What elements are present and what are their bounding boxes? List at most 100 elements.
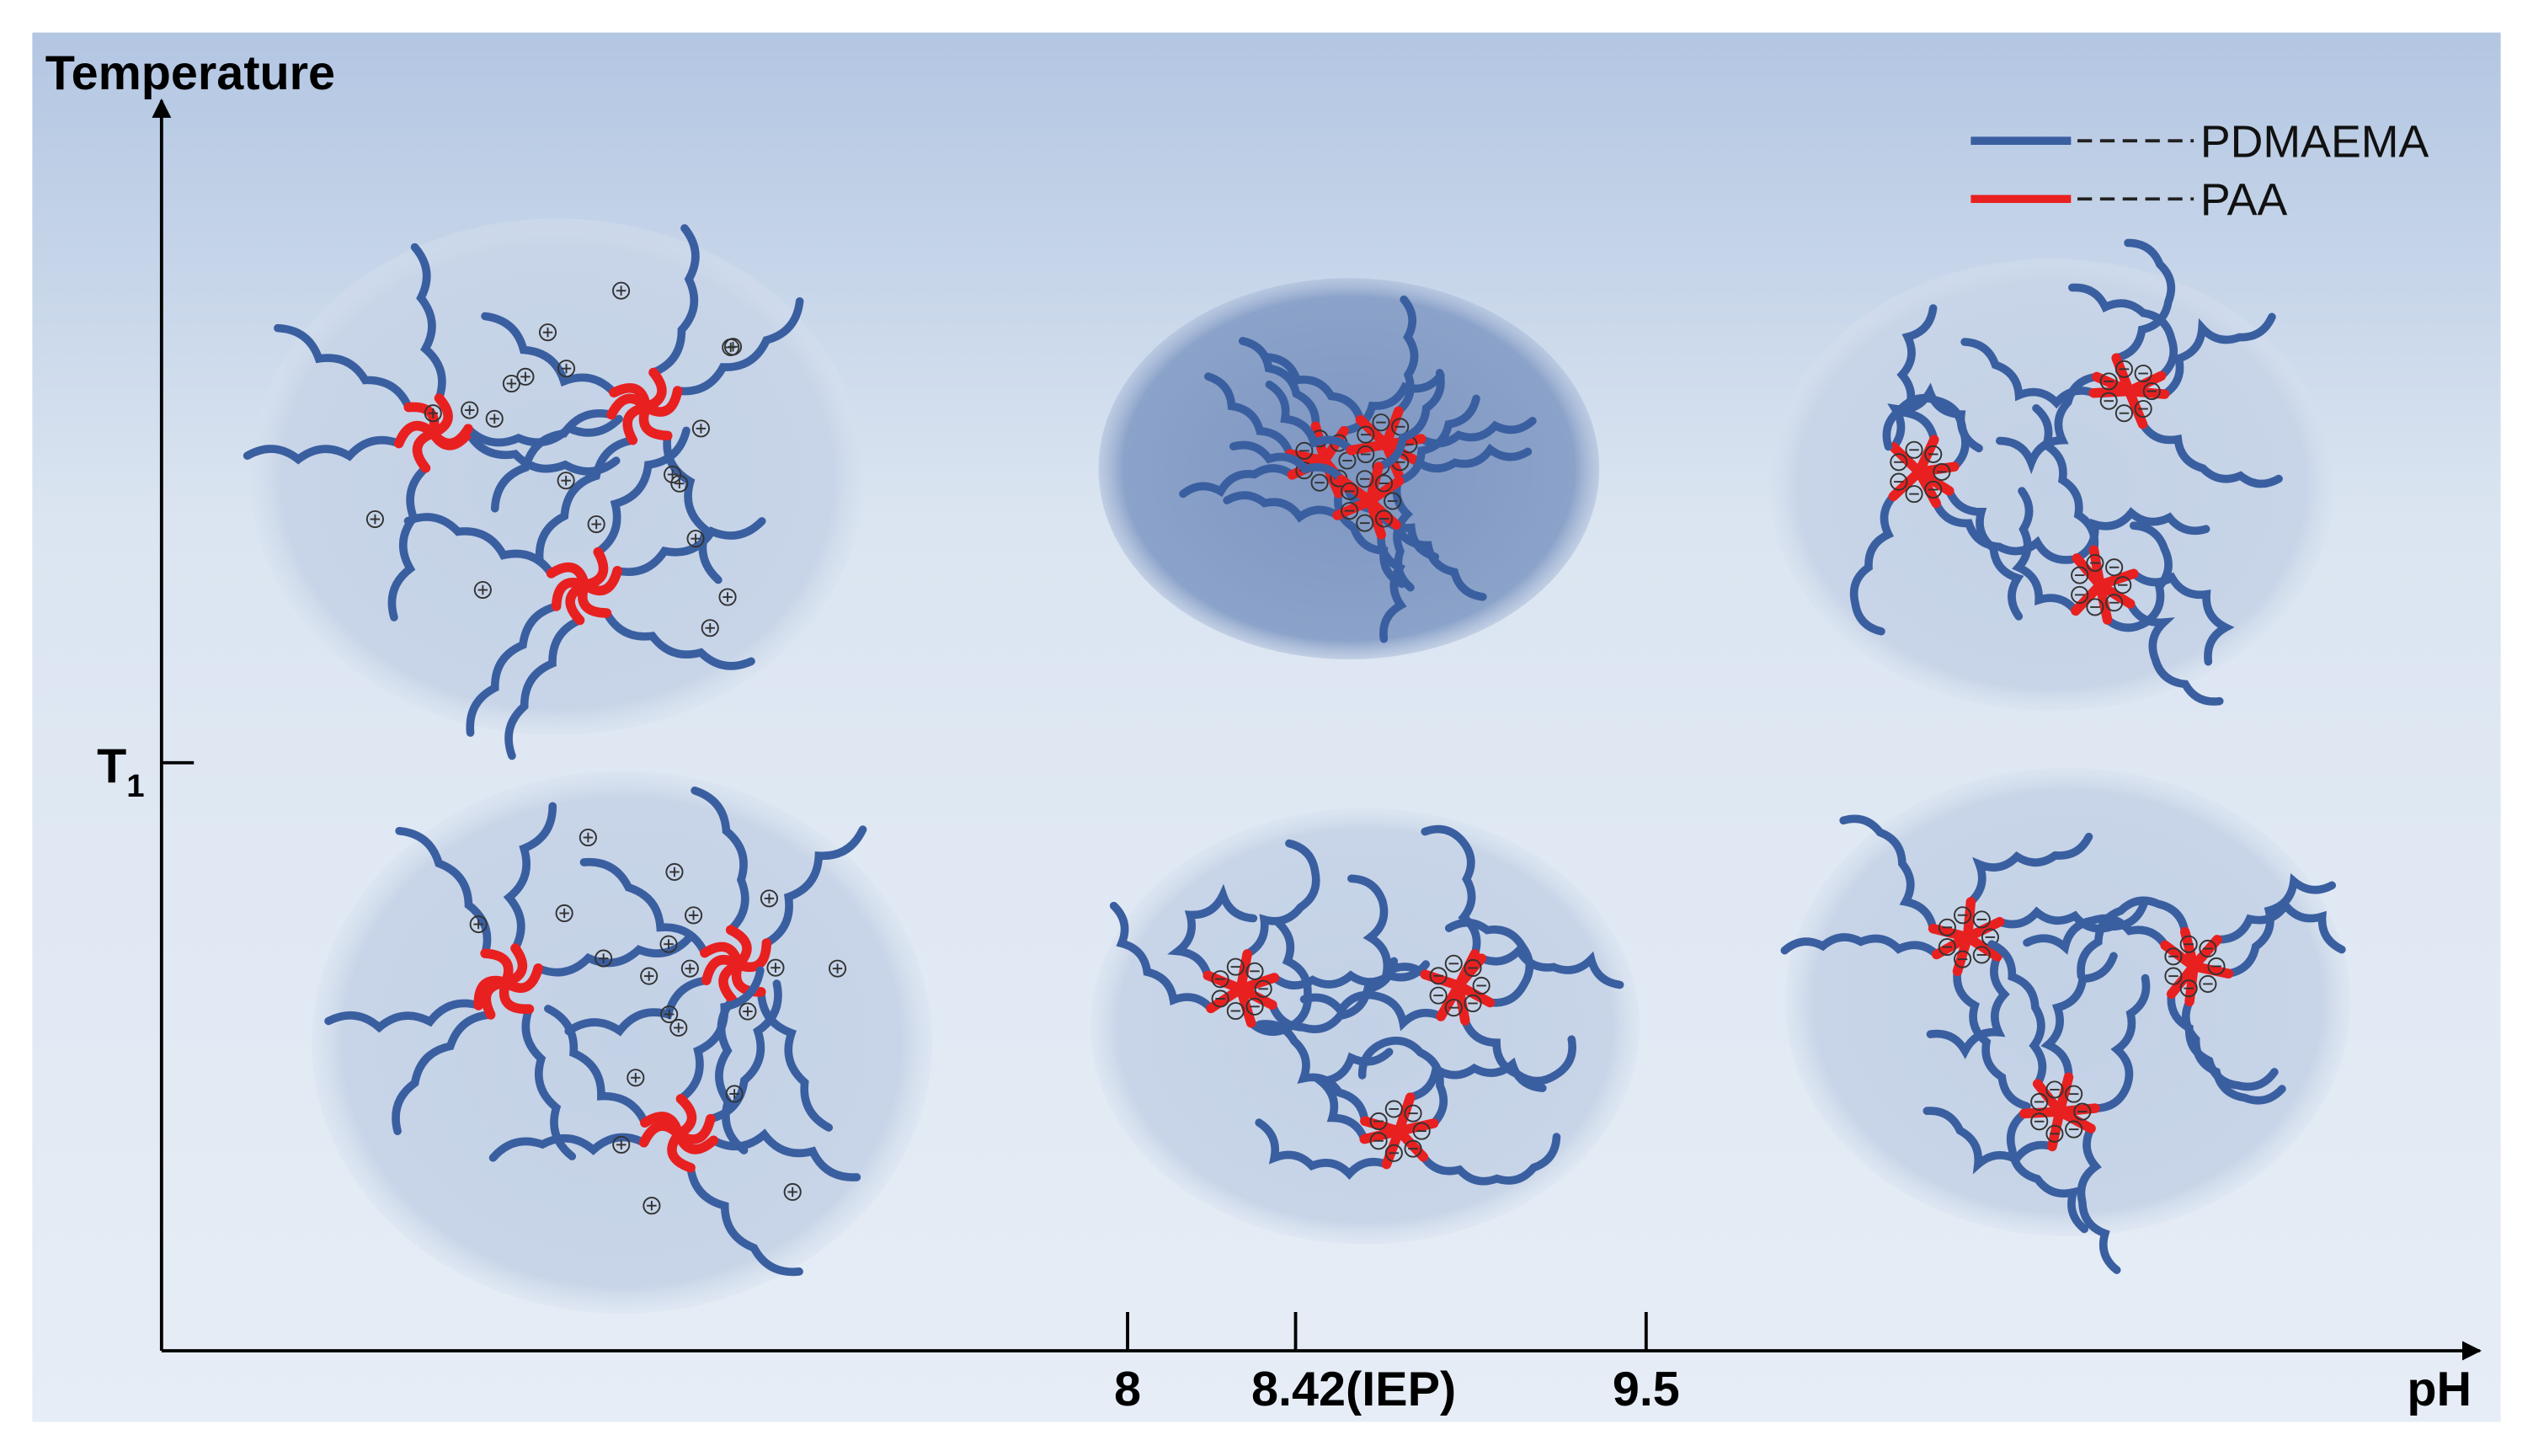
pdmaema-chain [2077, 1124, 2121, 1274]
charge [2134, 399, 2152, 419]
paa-chain [2088, 545, 2105, 590]
charge [1357, 425, 1375, 444]
pdmaema-chain [1413, 443, 1533, 473]
pdmaema-chain [403, 513, 556, 578]
charge [1924, 480, 1943, 499]
pdmaema-chain [686, 1163, 803, 1277]
charge [2030, 1092, 2049, 1112]
pdmaema-chain [392, 1011, 495, 1135]
charge [1924, 445, 1943, 463]
paa-chain [1284, 449, 1330, 466]
legend: PDMAEMA PAA [1970, 116, 2429, 225]
pdmaema-chain [706, 979, 782, 1123]
paa-chain [673, 1113, 716, 1144]
charge [664, 465, 682, 483]
charge [1245, 997, 1264, 1016]
pdmaema-chain [2213, 899, 2346, 954]
paa-chain [2179, 926, 2199, 972]
charge [1341, 502, 1359, 520]
pdmaema-chain [1960, 338, 2098, 409]
charge [1464, 994, 1482, 1013]
pdmaema-chain [2091, 973, 2151, 1112]
paa-chain [1235, 984, 1256, 1028]
charge [685, 906, 703, 925]
pdmaema-chain [274, 323, 413, 412]
charge [2073, 1102, 2092, 1121]
paa-chain [2189, 935, 2222, 972]
x-axis-title: pH [2407, 1363, 2472, 1416]
micelle [250, 218, 865, 736]
pdmaema-chain [1299, 990, 1445, 1032]
pdmaema-chain [1477, 943, 1624, 989]
charge [612, 1135, 631, 1154]
pdmaema-chain [1987, 940, 2047, 1088]
charge [579, 828, 597, 847]
charge [516, 367, 535, 386]
charge [739, 1002, 757, 1021]
micelles [243, 218, 2351, 1314]
pdmaema-chain [1966, 832, 2093, 906]
charge [2179, 979, 2198, 998]
charge [1890, 453, 1908, 472]
charge [1972, 946, 1991, 964]
charge [1890, 472, 1908, 491]
charge [538, 323, 557, 342]
pdmaema-chain [691, 786, 749, 935]
charge [1404, 1139, 1422, 1158]
pdmaema-chain [564, 976, 711, 1037]
charge [2086, 553, 2104, 573]
charge [2105, 594, 2124, 612]
pdmaema-chain [1922, 1107, 2056, 1175]
charge [680, 959, 699, 978]
charge [2071, 566, 2089, 584]
charge [2199, 974, 2217, 994]
pdmaema-chain [387, 463, 430, 621]
pdmaema-chain [1780, 933, 1941, 959]
y-axis-title: Temperature [45, 46, 335, 100]
x-tick-label: 8.42(IEP) [1251, 1363, 1456, 1416]
charge [1938, 918, 1956, 936]
pdmaema-chain [1246, 920, 1312, 1036]
charge [828, 959, 847, 978]
charge [1226, 1001, 1245, 1021]
pdmaema-chain [2023, 914, 2169, 955]
pdmaema-chain [2040, 952, 2118, 1082]
pdmaema-chain [709, 1128, 861, 1181]
charge [1404, 1104, 1422, 1123]
charge [686, 530, 705, 548]
charge [1357, 445, 1375, 464]
charge [1905, 440, 1923, 459]
charge [587, 515, 605, 534]
charge [1429, 967, 1448, 985]
paa-chain [2095, 579, 2113, 625]
charge [669, 1018, 688, 1037]
charge [2164, 967, 2183, 985]
charge [718, 588, 737, 606]
charge [1374, 474, 1394, 493]
charge [1464, 958, 1482, 978]
pdmaema-chain [395, 826, 492, 957]
charge [2207, 957, 2226, 976]
charge [557, 472, 575, 490]
pdmaema-chain [1265, 380, 1356, 455]
charge [670, 474, 689, 493]
charge [473, 580, 492, 600]
pdmaema-chain [2112, 238, 2176, 362]
charge [502, 374, 520, 393]
charge [1341, 482, 1359, 500]
pdmaema-chain [2160, 312, 2276, 398]
charge [612, 281, 631, 300]
pdmaema-chain [324, 999, 483, 1033]
pdmaema-chain [579, 857, 709, 957]
pdmaema-chain [1839, 814, 1938, 933]
legend-label: PDMAEMA [2200, 116, 2429, 167]
pdmaema-chain [1394, 394, 1480, 485]
charge [2142, 381, 2161, 401]
pdmaema-chain [1374, 369, 1445, 471]
charge [2114, 360, 2133, 378]
pdmaema-chain [544, 1005, 649, 1128]
pdmaema-chain [490, 409, 616, 513]
pdmaema-chain [410, 243, 446, 403]
paa-chain [1394, 1118, 1439, 1136]
charge [2164, 947, 2183, 966]
